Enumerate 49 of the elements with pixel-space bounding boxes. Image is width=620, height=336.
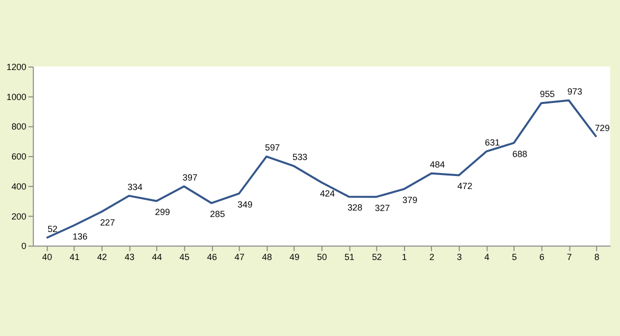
y-tick-label: 1200 [6,62,26,72]
data-label: 955 [540,89,555,100]
x-tick-label: 1 [402,252,407,262]
data-label: 328 [347,202,362,213]
x-tick-label: 41 [70,252,80,262]
y-tick-label: 800 [11,122,26,132]
x-tick-label: 48 [262,252,272,262]
x-tick-label: 7 [566,252,572,262]
data-label: 334 [128,182,142,192]
y-tick-label: 400 [11,181,26,192]
x-tick-label: 8 [594,252,600,262]
data-label: 424 [320,188,335,198]
x-tick-label: 40 [42,252,52,262]
x-tick-label: 49 [289,252,300,262]
data-label: 729 [594,122,610,133]
data-label: 327 [374,202,390,213]
x-tick-label: 6 [539,252,544,262]
x-tick-label: 2 [429,252,434,262]
data-label: 299 [155,206,170,217]
x-tick-label: 5 [512,252,517,262]
data-label: 533 [292,152,308,162]
x-tick-label: 46 [207,252,217,262]
y-tick-label: 600 [11,152,26,162]
x-tick-label: 47 [234,252,244,262]
x-tick-label: 43 [124,252,135,262]
data-label: 285 [210,209,225,220]
y-tick-label: 1000 [6,92,26,102]
x-tick-label: 42 [97,252,108,262]
data-label: 52 [48,224,58,234]
x-tick-label: 50 [316,252,327,262]
data-label: 973 [567,86,582,96]
data-label: 472 [457,181,472,192]
x-tick-label: 52 [372,252,382,262]
x-tick-label: 4 [484,252,490,262]
x-tick-label: 3 [456,252,462,262]
data-label: 397 [182,172,198,182]
data-label: 379 [402,195,418,206]
data-label: 631 [484,137,500,148]
data-label: 349 [237,199,252,210]
data-label: 484 [430,159,445,170]
x-tick-label: 45 [180,252,190,262]
data-label: 136 [72,231,88,242]
data-label: 688 [512,148,528,159]
x-tick-label: 51 [344,252,354,262]
y-tick-label: 0 [21,241,26,252]
x-tick-label: 44 [152,252,162,262]
y-tick-label: 200 [11,211,26,222]
data-label: 227 [100,218,116,228]
data-label: 597 [264,142,280,153]
